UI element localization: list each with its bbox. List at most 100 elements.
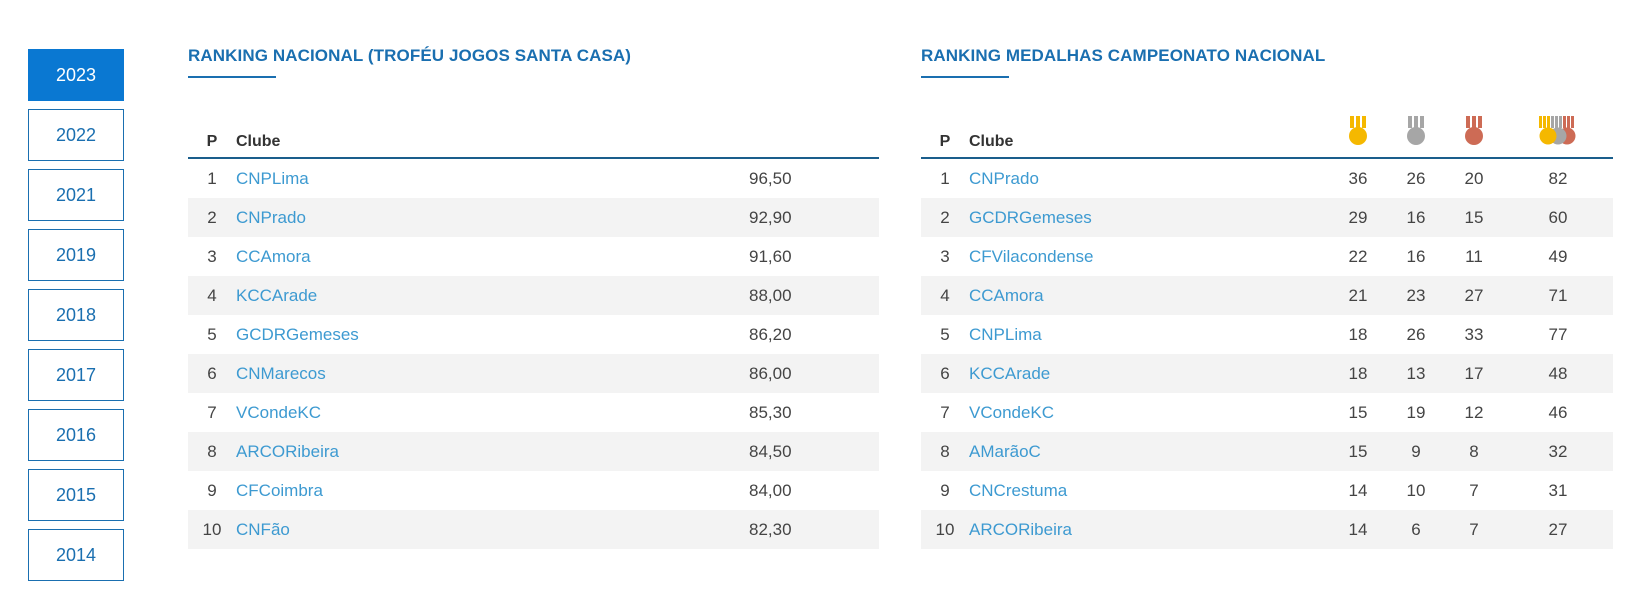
- club-link[interactable]: CFCoimbra: [236, 480, 323, 500]
- row-bronze-count: 11: [1465, 246, 1483, 266]
- club-link[interactable]: KCCArade: [236, 285, 318, 305]
- club-link[interactable]: VCondeKC: [969, 402, 1055, 422]
- points-header: [749, 111, 879, 159]
- row-silver-count: 10: [1406, 480, 1426, 500]
- table-row: 9 CNCrestuma 14 10 7 31: [921, 471, 1613, 510]
- row-position: 2: [207, 207, 217, 227]
- row-points: 82,30: [749, 519, 792, 539]
- silver-medal-icon: [1407, 116, 1425, 145]
- row-silver-count: 19: [1406, 402, 1426, 422]
- club-link[interactable]: KCCArade: [969, 363, 1051, 383]
- table-row: 8 AMarãoC 15 9 8 32: [921, 432, 1613, 471]
- table-row: 3 CCAmora 91,60: [188, 237, 879, 276]
- row-silver-count: 9: [1411, 441, 1421, 461]
- table-row: 7 VCondeKC 85,30: [188, 393, 879, 432]
- row-club-cell: CNPrado: [230, 198, 749, 237]
- table-row: 9 CFCoimbra 84,00: [188, 471, 879, 510]
- year-button-2015[interactable]: 2015: [28, 469, 124, 521]
- title-underline: [188, 76, 276, 78]
- club-link[interactable]: CCAmora: [236, 246, 311, 266]
- club-link[interactable]: GCDRGemeses: [236, 324, 359, 344]
- table-row: 10 CNFão 82,30: [188, 510, 879, 549]
- table-row: 3 CFVilacondense 22 16 11 49: [921, 237, 1613, 276]
- club-link[interactable]: CNPrado: [969, 168, 1039, 188]
- row-club-cell: CNPrado: [963, 158, 1329, 198]
- bronze-header: [1445, 111, 1503, 159]
- club-header: Clube: [963, 111, 1329, 159]
- year-button-2016[interactable]: 2016: [28, 409, 124, 461]
- row-club-cell: KCCArade: [230, 276, 749, 315]
- year-button-2021[interactable]: 2021: [28, 169, 124, 221]
- row-position: 8: [940, 441, 950, 461]
- row-gold-count: 21: [1348, 285, 1368, 305]
- club-link[interactable]: CCAmora: [969, 285, 1044, 305]
- total-header: [1503, 111, 1613, 159]
- row-points: 92,90: [749, 207, 792, 227]
- row-points: 86,00: [749, 363, 792, 383]
- club-link[interactable]: AMarãoC: [969, 441, 1041, 461]
- row-gold-count: 15: [1348, 402, 1368, 422]
- gold-header: [1329, 111, 1387, 159]
- row-gold-count: 22: [1348, 246, 1368, 266]
- table-row: 1 CNPLima 96,50: [188, 158, 879, 198]
- row-total-count: 48: [1548, 363, 1568, 383]
- medals-total-icon: [1539, 116, 1576, 145]
- club-link[interactable]: CNMarecos: [236, 363, 326, 383]
- club-link[interactable]: CNPrado: [236, 207, 306, 227]
- row-total-count: 32: [1548, 441, 1568, 461]
- club-link[interactable]: CNPLima: [969, 324, 1042, 344]
- row-club-cell: CNPLima: [963, 315, 1329, 354]
- row-bronze-count: 7: [1469, 519, 1479, 539]
- row-points: 88,00: [749, 285, 792, 305]
- table-row: 6 CNMarecos 86,00: [188, 354, 879, 393]
- row-gold-count: 36: [1348, 168, 1368, 188]
- row-club-cell: CFVilacondense: [963, 237, 1329, 276]
- row-bronze-count: 17: [1464, 363, 1484, 383]
- silver-header: [1387, 111, 1445, 159]
- row-position: 7: [207, 402, 217, 422]
- year-button-2018[interactable]: 2018: [28, 289, 124, 341]
- row-club-cell: GCDRGemeses: [230, 315, 749, 354]
- club-link[interactable]: ARCORibeira: [236, 441, 339, 461]
- row-silver-count: 16: [1406, 246, 1426, 266]
- row-bronze-count: 12: [1464, 402, 1484, 422]
- table-row: 4 KCCArade 88,00: [188, 276, 879, 315]
- row-position: 9: [207, 480, 217, 500]
- row-club-cell: CNPLima: [230, 158, 749, 198]
- medals-ranking-table: P Clube: [921, 111, 1613, 549]
- bronze-medal-icon: [1465, 116, 1483, 145]
- row-position: 1: [940, 168, 950, 188]
- club-link[interactable]: CNFão: [236, 519, 290, 539]
- row-points: 84,00: [749, 480, 792, 500]
- table-row: 1 CNPrado 36 26 20 82: [921, 158, 1613, 198]
- row-club-cell: VCondeKC: [963, 393, 1329, 432]
- year-button-2017[interactable]: 2017: [28, 349, 124, 401]
- row-silver-count: 26: [1406, 324, 1426, 344]
- table-header-row: P Clube: [188, 111, 879, 159]
- club-link[interactable]: ARCORibeira: [969, 519, 1072, 539]
- club-link[interactable]: GCDRGemeses: [969, 207, 1092, 227]
- national-ranking-table: P Clube 1 CNPLima 96,50 2 CNPrado 92,90 3 CCAmo…: [188, 111, 879, 549]
- year-button-2019[interactable]: 2019: [28, 229, 124, 281]
- row-club-cell: CNMarecos: [230, 354, 749, 393]
- year-button-2014[interactable]: 2014: [28, 529, 124, 581]
- table-row: 7 VCondeKC 15 19 12 46: [921, 393, 1613, 432]
- row-club-cell: CCAmora: [230, 237, 749, 276]
- year-button-2023[interactable]: 2023: [28, 49, 124, 101]
- national-ranking-panel: RANKING NACIONAL (TROFÉU JOGOS SANTA CAS…: [188, 45, 879, 549]
- row-position: 4: [207, 285, 217, 305]
- row-bronze-count: 20: [1464, 168, 1484, 188]
- year-button-2022[interactable]: 2022: [28, 109, 124, 161]
- row-points: 96,50: [749, 168, 792, 188]
- club-link[interactable]: CFVilacondense: [969, 246, 1094, 266]
- row-total-count: 77: [1548, 324, 1568, 344]
- club-link[interactable]: CNPLima: [236, 168, 309, 188]
- club-link[interactable]: VCondeKC: [236, 402, 322, 422]
- row-total-count: 27: [1548, 519, 1568, 539]
- row-points: 85,30: [749, 402, 792, 422]
- row-position: 5: [207, 324, 217, 344]
- club-link[interactable]: CNCrestuma: [969, 480, 1068, 500]
- position-header: P: [188, 111, 230, 159]
- row-gold-count: 15: [1348, 441, 1368, 461]
- row-points: 84,50: [749, 441, 792, 461]
